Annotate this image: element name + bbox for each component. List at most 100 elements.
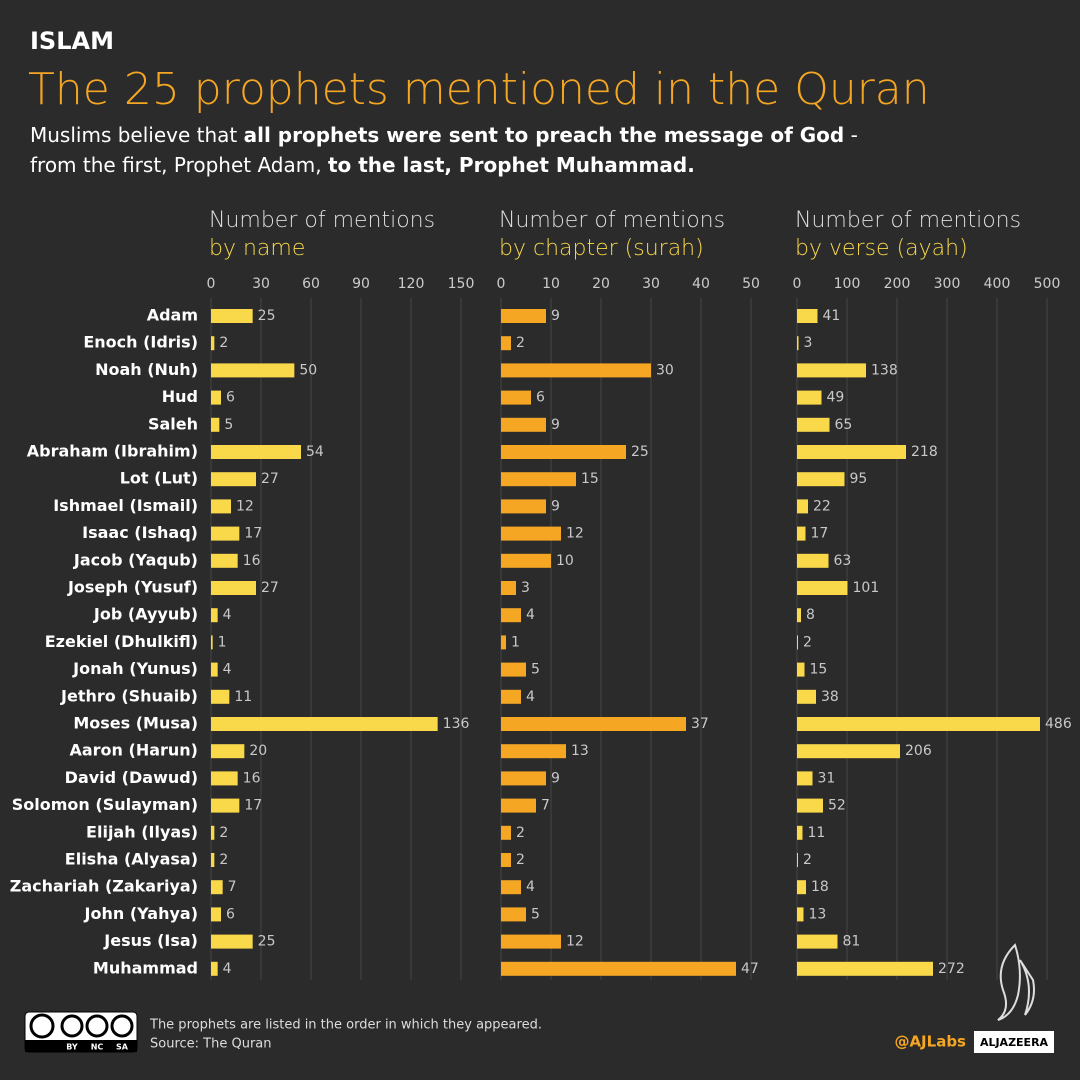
bar xyxy=(211,309,253,323)
bar xyxy=(797,553,829,568)
x-tick-label: 90 xyxy=(352,276,370,292)
category-label: Adam xyxy=(147,306,198,325)
x-tick-label: 40 xyxy=(692,276,710,292)
license-label: BY xyxy=(66,1043,78,1052)
bar xyxy=(501,961,736,976)
category-label: Ezekiel (Dhulkifl) xyxy=(45,632,198,651)
axis-title: Number of mentions xyxy=(499,208,725,233)
value-label: 47 xyxy=(741,961,759,977)
bar xyxy=(211,608,218,623)
category-label: David (Dawud) xyxy=(65,768,198,787)
category-label: Jacob (Yaqub) xyxy=(73,550,198,569)
value-label: 9 xyxy=(551,417,560,433)
value-label: 11 xyxy=(234,689,252,705)
value-label: 2 xyxy=(516,852,525,868)
x-tick-label: 0 xyxy=(497,276,506,292)
bar xyxy=(211,363,295,378)
category-label: Joseph (Yusuf) xyxy=(67,578,198,597)
subtitle-segment: to the last, Prophet Muhammad. xyxy=(328,153,695,177)
subtitle-segment: from the first, Prophet Adam, xyxy=(30,153,328,177)
bar xyxy=(211,798,240,813)
value-label: 1 xyxy=(218,634,227,650)
bar xyxy=(211,771,238,786)
value-label: 37 xyxy=(691,716,709,732)
category-label: Lot (Lut) xyxy=(120,469,198,488)
subtitle-segment: all prophets were sent to preach the mes… xyxy=(244,123,845,147)
bar xyxy=(211,581,256,595)
bar xyxy=(797,635,798,650)
x-tick-label: 120 xyxy=(398,276,425,292)
value-label: 4 xyxy=(223,662,232,678)
value-label: 2 xyxy=(219,335,228,351)
bar xyxy=(211,662,218,677)
category-label: Abraham (Ibrahim) xyxy=(27,442,198,461)
value-label: 30 xyxy=(656,362,674,378)
bar xyxy=(797,771,813,786)
bar xyxy=(211,390,221,405)
bar xyxy=(211,907,221,922)
value-label: 20 xyxy=(249,743,267,759)
bar xyxy=(797,472,845,487)
bar xyxy=(211,880,223,895)
bar xyxy=(501,798,536,813)
bar xyxy=(501,390,531,405)
value-label: 4 xyxy=(223,961,232,977)
value-label: 2 xyxy=(516,825,525,841)
value-label: 11 xyxy=(808,825,826,841)
x-tick-label: 60 xyxy=(302,276,320,292)
bar xyxy=(501,880,521,895)
bar xyxy=(501,934,561,949)
bar xyxy=(501,445,626,459)
bar xyxy=(797,825,803,840)
category-label: Ishmael (Ismail) xyxy=(53,496,198,515)
bar xyxy=(797,390,822,405)
value-label: 486 xyxy=(1045,716,1072,732)
bar xyxy=(211,961,218,976)
source: Source: The Quran xyxy=(150,1037,272,1052)
category-label: Muhammad xyxy=(93,958,198,977)
bar xyxy=(211,825,215,840)
bar xyxy=(797,526,806,541)
bar xyxy=(211,635,213,650)
value-label: 41 xyxy=(823,308,841,324)
bar xyxy=(211,472,256,487)
value-label: 2 xyxy=(219,825,228,841)
value-label: 95 xyxy=(850,471,868,487)
value-label: 54 xyxy=(306,444,324,460)
value-label: 2 xyxy=(516,335,525,351)
category-label: Zachariah (Zakariya) xyxy=(10,877,198,896)
bar xyxy=(211,526,240,541)
value-label: 101 xyxy=(853,580,880,596)
x-tick-label: 100 xyxy=(834,276,861,292)
value-label: 31 xyxy=(818,770,836,786)
subtitle: Muslims believe that all prophets were s… xyxy=(30,123,858,147)
x-tick-label: 0 xyxy=(793,276,802,292)
category-label: Jethro (Shuaib) xyxy=(60,686,198,705)
brand: ALJAZEERA xyxy=(980,1036,1049,1049)
bar xyxy=(797,717,1040,731)
bar xyxy=(501,662,526,677)
value-label: 3 xyxy=(521,580,530,596)
category-label: Job (Ayyub) xyxy=(93,605,198,624)
bar xyxy=(211,744,245,759)
value-label: 15 xyxy=(581,471,599,487)
value-label: 13 xyxy=(571,743,589,759)
subtitle-segment: - xyxy=(844,123,858,147)
bar xyxy=(501,553,551,568)
bar xyxy=(797,499,808,514)
value-label: 25 xyxy=(631,444,649,460)
category-label: Noah (Nuh) xyxy=(95,360,198,379)
category-label: Aaron (Harun) xyxy=(69,741,198,760)
bar xyxy=(211,417,220,432)
value-label: 9 xyxy=(551,498,560,514)
value-label: 12 xyxy=(566,526,584,542)
x-tick-label: 50 xyxy=(742,276,760,292)
value-label: 272 xyxy=(938,961,965,977)
bar xyxy=(797,961,933,976)
license-label: SA xyxy=(116,1043,129,1052)
value-label: 63 xyxy=(834,553,852,569)
category-label: Jonah (Yunus) xyxy=(72,659,198,678)
bar xyxy=(797,336,799,351)
bar xyxy=(211,853,215,867)
